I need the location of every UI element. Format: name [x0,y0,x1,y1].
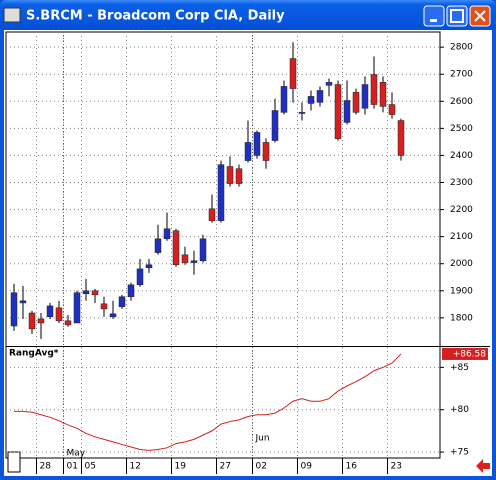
candle-body [352,92,360,113]
candle-body [298,112,306,114]
x-tick-label: 27 [220,462,231,472]
candle-body [325,82,333,86]
candle-body [253,132,261,156]
candle-body [91,290,99,296]
candle-body [127,284,135,297]
candle-body [370,74,378,105]
candle-body [154,238,162,253]
y-tick-label: 2200 [450,205,473,215]
x-tick-label: 05 [85,462,96,472]
y-tick-label: 2100 [450,232,473,242]
candle-body [334,84,342,139]
candle-body [289,58,297,89]
candle-body [379,82,387,107]
candle-body [10,292,18,327]
y-tick-label: +80 [450,405,469,415]
candle-body [226,166,234,184]
plot-frame [5,31,441,459]
close-icon [474,10,486,22]
window-buttons[interactable] [423,5,491,27]
candle-body [235,168,243,184]
title-bar [0,0,496,30]
candle-body [37,318,45,324]
y-tick-label: 2700 [450,70,473,80]
candle-body [280,86,288,113]
candle-body [199,238,207,261]
y-tick-label: 2500 [450,124,473,134]
y-tick-label: 2300 [450,178,473,188]
last-value-label: +86.58 [453,349,487,359]
candle-body [145,264,153,269]
candle-body [163,228,171,240]
minimize-button[interactable] [423,5,445,27]
candle-body [118,296,126,308]
indicator-line [14,353,402,451]
x-tick-label: 12 [130,462,141,472]
y-tick-label: +85 [450,363,469,373]
y-tick-label: +75 [450,448,469,458]
x-tick-label: 01 [67,462,78,472]
candle-body [82,290,90,295]
candle-body [397,120,405,156]
candle-body [19,300,27,304]
candle-body [64,320,72,326]
candle-body [100,303,108,310]
candle-body [271,110,279,141]
maximize-icon [450,9,464,23]
x-tick-label: 16 [346,462,358,472]
month-label: Jun [255,434,270,444]
candle-body [262,142,270,161]
candle-body [28,312,36,330]
candle-body [217,164,225,221]
candle-body [244,142,252,161]
minimize-icon [430,19,437,22]
candle-body [73,292,81,324]
candle-body [208,208,216,221]
candle-body [136,268,144,286]
candle-body [343,100,351,123]
scroll-arrow[interactable] [476,459,490,473]
x-tick-label: 09 [301,462,313,472]
y-tick-label: 2400 [450,151,473,161]
app-icon [3,7,21,23]
y-tick-label: 1800 [450,313,473,323]
y-tick-label: 2000 [450,259,473,269]
y-tick-label: 2600 [450,97,473,107]
candle-body [388,104,396,115]
x-tick-label: 19 [175,462,187,472]
candle-body [109,313,117,318]
client-area [4,30,492,476]
y-tick-label: 2800 [450,43,473,53]
candle-body [55,307,63,322]
candle-body [316,90,324,103]
y-tick-label: 1900 [450,286,473,296]
month-label: May [67,449,86,459]
candle-body [172,230,180,266]
last-value-box [442,347,488,360]
charts: 28 01 05 12 19 27 02 09 16 23 May Jun 1800 1900 2000 21… [6,32,488,474]
x-tick-label: 02 [256,462,267,472]
indicator-title: RangAvg* [9,349,59,359]
candle-body [181,254,189,263]
x-tick-label: 28 [40,462,52,472]
candle-body [46,305,54,318]
x-tick-label: 23 [391,462,402,472]
candle-body [361,84,369,109]
candle-body [307,96,315,104]
candle-body [190,260,198,263]
scroll-box[interactable] [7,451,21,473]
window-title: S.BRCM - Broadcom Corp ClA, Daily [26,9,285,24]
